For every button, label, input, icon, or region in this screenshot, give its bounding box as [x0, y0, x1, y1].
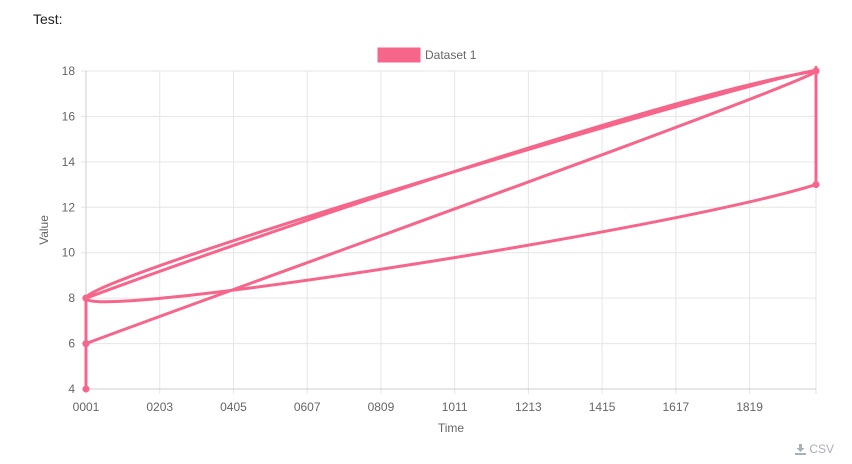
legend-swatch[interactable]: [377, 47, 421, 63]
x-axis-title: Time: [438, 421, 465, 435]
data-point[interactable]: [82, 385, 90, 393]
csv-label: CSV: [809, 442, 834, 456]
x-tick-label: 0809: [368, 400, 395, 414]
page-title: Test:: [33, 11, 63, 27]
y-tick-label: 12: [62, 200, 76, 214]
series-line: [84, 66, 818, 390]
x-tick-label: 1011: [442, 400, 468, 414]
y-tick-label: 16: [62, 109, 76, 123]
data-point[interactable]: [82, 294, 90, 302]
y-tick-label: 8: [68, 291, 75, 305]
data-point[interactable]: [812, 67, 820, 75]
x-tick-label: 0405: [220, 400, 247, 414]
chart-axes: [85, 71, 816, 390]
y-tick-label: 14: [62, 155, 76, 169]
x-tick-label: 0203: [146, 400, 173, 414]
x-tick-label: 1617: [662, 400, 689, 414]
y-tick-label: 4: [68, 382, 75, 396]
x-tick-label: 1819: [736, 400, 763, 414]
chart-grid: [81, 70, 817, 394]
csv-download-button[interactable]: CSV: [795, 442, 834, 456]
data-point[interactable]: [82, 340, 90, 348]
x-tick-label: 1415: [589, 400, 616, 414]
x-tick-label: 0607: [294, 400, 321, 414]
y-tick-label: 18: [62, 64, 76, 78]
y-tick-label: 6: [68, 337, 75, 351]
y-tick-label: 10: [62, 246, 76, 260]
chart-plot-area: [82, 66, 820, 393]
x-tick-label: 0001: [73, 400, 100, 414]
y-axis-title: Value: [37, 215, 51, 245]
download-icon: [795, 443, 807, 455]
data-point[interactable]: [812, 181, 820, 189]
x-tick-label: 1213: [515, 400, 542, 414]
chart-legend[interactable]: Dataset 1: [377, 47, 477, 63]
chart-ticks: 4 6 8 10 12 14 16 18 0001 0203 0405 0607 0809 1011 121…: [62, 64, 764, 414]
legend-label[interactable]: Dataset 1: [425, 48, 477, 62]
